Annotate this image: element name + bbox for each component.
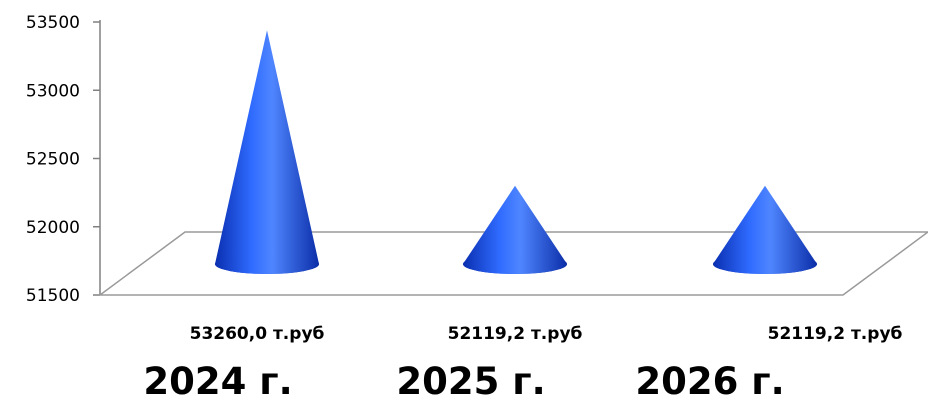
x-category-label: 52119,2 т.руб: [768, 324, 903, 344]
year-label: 2025 г.: [396, 360, 546, 403]
year-label: 2026 г.: [635, 360, 785, 403]
y-tick-label: 53000: [26, 81, 80, 101]
x-category-label: 52119,2 т.руб: [448, 324, 583, 344]
x-category-label: 53260,0 т.руб: [190, 324, 325, 344]
cone-bar: [463, 185, 567, 274]
y-tick-label: 52000: [26, 218, 80, 238]
x-axis-labels: 53260,0 т.руб 52119,2 т.руб 52119,2 т.руб: [190, 324, 903, 344]
y-tick-label: 53500: [26, 13, 80, 33]
cone-bar: [215, 30, 319, 274]
y-tick-label: 52500: [26, 150, 80, 170]
cone-bar: [713, 185, 817, 274]
cone-body: [713, 185, 817, 274]
cone-body: [463, 185, 567, 274]
y-axis-ticks: 51500 52000 52500 53000 53500: [26, 13, 100, 306]
cone-series: [215, 30, 817, 274]
cone-body: [215, 30, 319, 274]
y-tick-label: 51500: [26, 286, 80, 306]
year-label: 2024 г.: [143, 360, 293, 403]
floor-plane: [97, 231, 928, 296]
